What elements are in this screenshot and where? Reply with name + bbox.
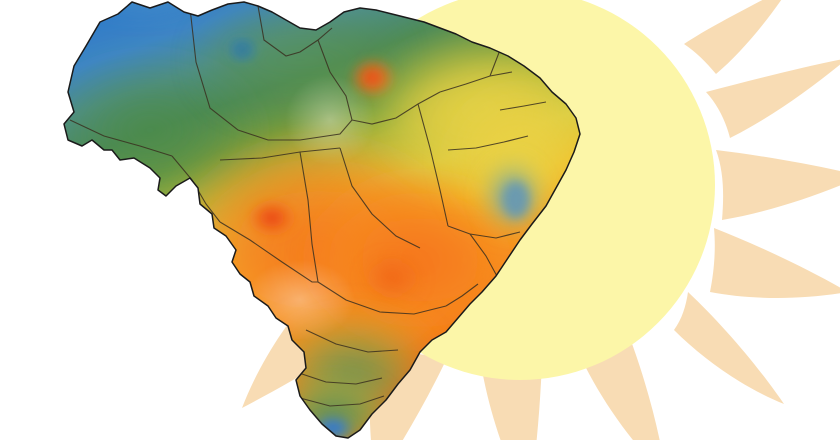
border-tocantins-bahia <box>417 103 449 227</box>
hotspot-mato-grosso-do-sul <box>246 198 298 238</box>
border-para-tocantins <box>351 91 441 125</box>
border-pr-sc <box>295 371 383 385</box>
border-mato-grosso-n <box>219 147 341 161</box>
border-goias <box>339 147 421 249</box>
border-bahia-mg <box>447 225 521 239</box>
sun-ray-5 <box>674 292 784 404</box>
sun-ray-6 <box>584 338 660 440</box>
border-north-1 <box>257 5 333 57</box>
brazil-outline <box>63 1 581 439</box>
highlight-bloom-2 <box>245 260 355 340</box>
sun-ray-7 <box>482 362 542 440</box>
border-piaui-ceara <box>439 71 513 93</box>
border-es-mg <box>469 233 499 279</box>
border-north-2 <box>317 39 353 121</box>
hotspot-minas <box>364 258 420 298</box>
state-borders <box>69 5 547 407</box>
border-rj <box>445 283 479 307</box>
border-mato-grosso-e <box>299 151 319 283</box>
sun-ray-3 <box>716 150 840 220</box>
border-acre <box>69 119 173 157</box>
border-mg-south <box>219 221 318 283</box>
sun-ray-1 <box>684 0 782 74</box>
border-amazonas-para <box>189 7 353 141</box>
border-pe-ba <box>447 135 529 151</box>
border-minas-sp <box>317 281 447 315</box>
coldspot-bahia-core <box>503 182 529 218</box>
border-sc-rs <box>299 395 385 407</box>
sun-ray-4 <box>710 228 840 298</box>
border-sp-pr <box>305 329 399 353</box>
highlight-bloom-1 <box>285 75 375 165</box>
border-pb-pe <box>499 101 547 111</box>
sun-ray-2 <box>706 59 840 138</box>
